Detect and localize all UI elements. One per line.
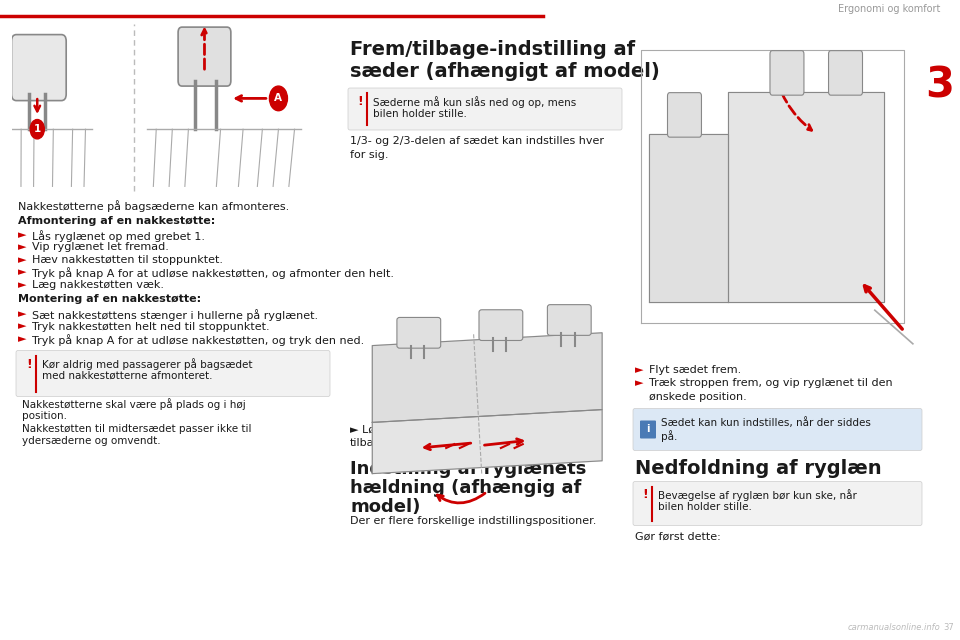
Text: Sædet kan kun indstilles, når der siddes: Sædet kan kun indstilles, når der siddes bbox=[661, 417, 871, 428]
Text: Indstilling af ryglænets: Indstilling af ryglænets bbox=[350, 460, 587, 478]
FancyBboxPatch shape bbox=[547, 305, 591, 335]
Circle shape bbox=[270, 86, 287, 111]
Text: Vip ryglænet let fremad.: Vip ryglænet let fremad. bbox=[32, 243, 169, 253]
Text: ydersæderne og omvendt.: ydersæderne og omvendt. bbox=[22, 436, 160, 446]
Text: Tryk på knap A for at udløse nakkestøtten, og tryk den ned.: Tryk på knap A for at udløse nakkestøtte… bbox=[32, 334, 364, 346]
Polygon shape bbox=[372, 410, 602, 474]
Text: Hæv nakkestøtten til stoppunktet.: Hæv nakkestøtten til stoppunktet. bbox=[32, 255, 223, 265]
Text: Læg nakkestøtten væk.: Læg nakkestøtten væk. bbox=[32, 280, 164, 290]
Text: A: A bbox=[275, 93, 282, 104]
FancyBboxPatch shape bbox=[640, 420, 656, 438]
Text: i: i bbox=[646, 424, 650, 435]
Text: carmanualsonline.info: carmanualsonline.info bbox=[848, 623, 940, 632]
Text: model): model) bbox=[350, 498, 420, 516]
Text: hældning (afhængig af: hældning (afhængig af bbox=[350, 479, 582, 497]
Text: ► Løft grebet, og skub bænksædet frem eller: ► Løft grebet, og skub bænksædet frem el… bbox=[350, 425, 601, 435]
FancyBboxPatch shape bbox=[396, 317, 441, 348]
Text: ►: ► bbox=[635, 365, 643, 375]
Text: ►: ► bbox=[18, 230, 27, 240]
Text: Gør først dette:: Gør først dette: bbox=[635, 531, 721, 541]
Text: med nakkestøtterne afmonteret.: med nakkestøtterne afmonteret. bbox=[42, 371, 212, 381]
FancyBboxPatch shape bbox=[633, 481, 922, 525]
Text: Afmontering af en nakkestøtte:: Afmontering af en nakkestøtte: bbox=[18, 216, 215, 225]
FancyBboxPatch shape bbox=[16, 351, 330, 397]
Text: tilbage.: tilbage. bbox=[350, 438, 392, 449]
Text: Sæt nakkestøttens stænger i hullerne på ryglænet.: Sæt nakkestøttens stænger i hullerne på … bbox=[32, 309, 318, 321]
Text: Ergonomi og komfort: Ergonomi og komfort bbox=[838, 4, 940, 14]
Polygon shape bbox=[372, 333, 602, 422]
Text: bilen holder stille.: bilen holder stille. bbox=[658, 502, 752, 513]
FancyBboxPatch shape bbox=[12, 35, 66, 100]
Text: Nakkestøtterne skal være på plads og i høj: Nakkestøtterne skal være på plads og i h… bbox=[22, 399, 246, 410]
Text: 37: 37 bbox=[944, 623, 954, 632]
Text: for sig.: for sig. bbox=[350, 150, 389, 159]
Text: Tryk nakkestøtten helt ned til stoppunktet.: Tryk nakkestøtten helt ned til stoppunkt… bbox=[32, 321, 270, 332]
Text: Der er flere forskellige indstillingspositioner.: Der er flere forskellige indstillingspos… bbox=[350, 516, 596, 526]
Text: Lås ryglænet op med grebet 1.: Lås ryglænet op med grebet 1. bbox=[32, 230, 205, 242]
Text: 1/3- og 2/3-delen af sædet kan indstilles hver: 1/3- og 2/3-delen af sædet kan indstille… bbox=[350, 136, 604, 146]
Text: på.: på. bbox=[661, 431, 678, 442]
FancyBboxPatch shape bbox=[348, 88, 622, 130]
Text: !: ! bbox=[357, 95, 363, 108]
Text: ►: ► bbox=[635, 378, 643, 388]
Text: Nakkestøtten til midtersædet passer ikke til: Nakkestøtten til midtersædet passer ikke… bbox=[22, 424, 252, 433]
Polygon shape bbox=[729, 92, 883, 302]
FancyBboxPatch shape bbox=[770, 51, 804, 95]
Text: Tryk på knap A for at udløse nakkestøtten, og afmonter den helt.: Tryk på knap A for at udløse nakkestøtte… bbox=[32, 268, 394, 280]
Text: !: ! bbox=[642, 488, 648, 502]
Text: 1: 1 bbox=[34, 124, 41, 134]
FancyBboxPatch shape bbox=[179, 27, 230, 86]
Text: ►: ► bbox=[18, 268, 27, 278]
Text: Sæderne må kun slås ned og op, mens: Sæderne må kun slås ned og op, mens bbox=[373, 96, 576, 108]
FancyBboxPatch shape bbox=[479, 310, 523, 340]
Text: !: ! bbox=[26, 358, 32, 371]
FancyBboxPatch shape bbox=[828, 51, 862, 95]
Text: Træk stroppen frem, og vip ryglænet til den: Træk stroppen frem, og vip ryglænet til … bbox=[649, 378, 893, 388]
Text: Montering af en nakkestøtte:: Montering af en nakkestøtte: bbox=[18, 294, 202, 305]
FancyBboxPatch shape bbox=[633, 408, 922, 451]
Text: Frem/tilbage-indstilling af: Frem/tilbage-indstilling af bbox=[350, 40, 636, 59]
Text: sæder (afhængigt af model): sæder (afhængigt af model) bbox=[350, 62, 660, 81]
Text: Kør aldrig med passagerer på bagsædet: Kør aldrig med passagerer på bagsædet bbox=[42, 358, 252, 371]
Text: 3: 3 bbox=[925, 65, 954, 107]
Text: ►: ► bbox=[18, 255, 27, 265]
Text: ►: ► bbox=[18, 243, 27, 253]
Text: Flyt sædet frem.: Flyt sædet frem. bbox=[649, 365, 741, 375]
FancyBboxPatch shape bbox=[667, 93, 702, 137]
Text: Bevægelse af ryglæn bør kun ske, når: Bevægelse af ryglæn bør kun ske, når bbox=[658, 490, 857, 501]
Text: ►: ► bbox=[18, 334, 27, 344]
Text: ►: ► bbox=[18, 309, 27, 319]
Text: position.: position. bbox=[22, 411, 67, 421]
Polygon shape bbox=[649, 134, 729, 302]
Text: ►: ► bbox=[18, 321, 27, 332]
Text: bilen holder stille.: bilen holder stille. bbox=[373, 109, 467, 119]
Circle shape bbox=[30, 120, 44, 139]
Text: ønskede position.: ønskede position. bbox=[649, 392, 747, 402]
Text: Nakkestøtterne på bagsæderne kan afmonteres.: Nakkestøtterne på bagsæderne kan afmonte… bbox=[18, 200, 289, 212]
Text: Nedfoldning af ryglæn: Nedfoldning af ryglæn bbox=[635, 458, 881, 477]
Text: ►: ► bbox=[18, 280, 27, 290]
